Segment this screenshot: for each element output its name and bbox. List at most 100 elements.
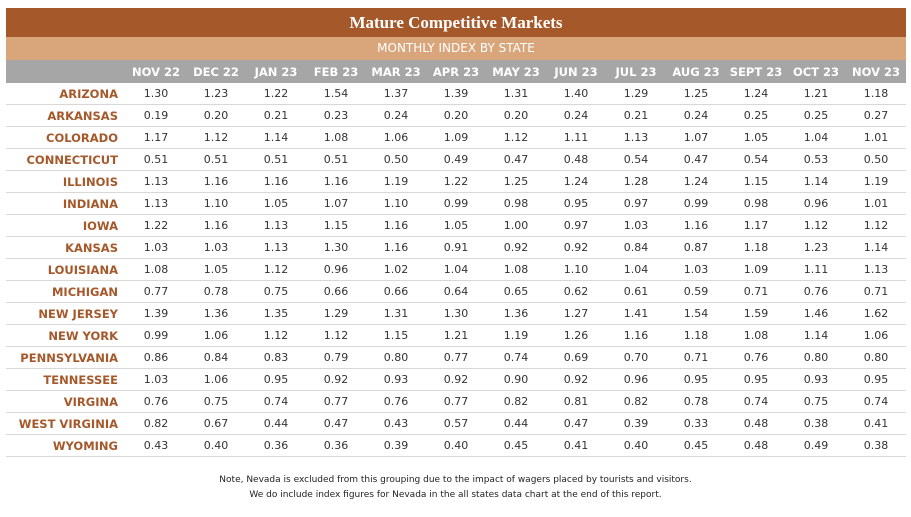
index-value: 0.80 (846, 346, 906, 369)
index-value: 1.13 (606, 126, 666, 149)
index-value: 0.75 (246, 280, 306, 303)
index-value: 1.05 (726, 126, 786, 149)
index-value: 1.19 (366, 170, 426, 193)
index-value: 0.48 (726, 412, 786, 435)
index-value: 0.80 (366, 346, 426, 369)
index-value: 0.20 (426, 104, 486, 127)
state-name: MICHIGAN (6, 280, 126, 303)
index-value: 0.50 (846, 148, 906, 171)
index-value: 1.18 (846, 83, 906, 105)
index-value: 1.10 (366, 192, 426, 215)
index-value: 0.66 (306, 280, 366, 303)
index-value: 1.23 (786, 236, 846, 259)
index-value: 1.16 (186, 214, 246, 237)
index-value: 0.50 (366, 148, 426, 171)
index-value: 1.13 (846, 258, 906, 281)
index-value: 0.81 (546, 390, 606, 413)
column-header: SEPT 23 (726, 60, 786, 83)
index-value: 0.95 (546, 192, 606, 215)
index-value: 1.15 (366, 324, 426, 347)
index-value: 0.43 (366, 412, 426, 435)
index-value: 0.44 (246, 412, 306, 435)
index-value: 0.54 (726, 148, 786, 171)
index-value: 0.53 (786, 148, 846, 171)
column-header: APR 23 (426, 60, 486, 83)
index-value: 1.25 (666, 83, 726, 105)
index-value: 0.41 (546, 434, 606, 457)
index-value: 1.01 (846, 192, 906, 215)
index-value: 0.54 (606, 148, 666, 171)
index-value: 0.92 (306, 368, 366, 391)
note: We do include index figures for Nevada i… (249, 490, 662, 500)
index-value: 1.11 (546, 126, 606, 149)
index-value: 1.16 (606, 324, 666, 347)
index-value: 1.26 (546, 324, 606, 347)
index-value: 1.22 (426, 170, 486, 193)
index-value: 0.61 (606, 280, 666, 303)
index-value: 1.30 (426, 302, 486, 325)
index-value: 0.79 (306, 346, 366, 369)
index-value: 1.16 (306, 170, 366, 193)
index-value: 1.29 (606, 83, 666, 105)
index-value: 0.40 (186, 434, 246, 457)
index-value: 0.47 (486, 148, 546, 171)
table-row: CONNECTICUT 0.51 0.51 0.51 0.51 0.50 0.49 0.47 0… (6, 148, 906, 171)
state-name: ARIZONA (6, 83, 126, 105)
index-value: 1.10 (546, 258, 606, 281)
index-value: 0.98 (726, 192, 786, 215)
state-name: WYOMING (6, 434, 126, 457)
index-value: 1.17 (126, 126, 186, 149)
index-value: 0.98 (486, 192, 546, 215)
index-value: 1.12 (246, 258, 306, 281)
index-value: 0.47 (546, 412, 606, 435)
index-value: 1.05 (426, 214, 486, 237)
index-value: 0.21 (606, 104, 666, 127)
index-value: 0.82 (606, 390, 666, 413)
index-value: 0.75 (786, 390, 846, 413)
state-name: NEW JERSEY (6, 302, 126, 325)
index-value: 1.13 (246, 236, 306, 259)
index-value: 1.12 (246, 324, 306, 347)
state-name: ARKANSAS (6, 104, 126, 127)
index-value: 0.80 (786, 346, 846, 369)
index-value: 1.30 (306, 236, 366, 259)
state-name: PENNSYLVANIA (6, 346, 126, 369)
state-name: NEW YORK (6, 324, 126, 347)
index-value: 0.97 (546, 214, 606, 237)
index-value: 1.11 (786, 258, 846, 281)
state-name: KANSAS (6, 236, 126, 259)
index-value: 1.00 (486, 214, 546, 237)
index-value: 0.25 (726, 104, 786, 127)
table-row: COLORADO 1.17 1.12 1.14 1.08 1.06 1.09 1.12 1.11… (6, 126, 906, 149)
index-value: 0.44 (486, 412, 546, 435)
index-value: 1.06 (366, 126, 426, 149)
index-value: 0.93 (366, 368, 426, 391)
index-value: 0.48 (546, 148, 606, 171)
index-value: 0.95 (666, 368, 726, 391)
title: Mature Competitive Markets (6, 8, 906, 37)
index-value: 0.92 (546, 236, 606, 259)
index-value: 1.22 (126, 214, 186, 237)
index-value: 0.95 (726, 368, 786, 391)
index-value: 0.71 (726, 280, 786, 303)
index-value: 0.62 (546, 280, 606, 303)
table-row: KANSAS 1.03 1.03 1.13 1.30 1.16 0.91 0.92 0.92 0.… (6, 236, 906, 259)
index-value: 0.45 (666, 434, 726, 457)
index-value: 0.39 (366, 434, 426, 457)
index-value: 0.40 (426, 434, 486, 457)
state-name: TENNESSEE (6, 368, 126, 391)
index-value: 0.51 (186, 148, 246, 171)
index-value: 0.78 (186, 280, 246, 303)
column-header: AUG 23 (666, 60, 726, 83)
index-value: 0.75 (186, 390, 246, 413)
index-value: 1.18 (666, 324, 726, 347)
index-value: 1.09 (426, 126, 486, 149)
index-value: 0.77 (426, 346, 486, 369)
index-table: NOV 22 DEC 22 JAN 23 FEB 23 MAR 23 APR 23 MAY … (6, 60, 906, 457)
index-value: 0.99 (126, 324, 186, 347)
index-value: 1.05 (246, 192, 306, 215)
index-value: 0.66 (366, 280, 426, 303)
index-value: 0.92 (486, 236, 546, 259)
index-value: 0.27 (846, 104, 906, 127)
index-value: 1.54 (306, 83, 366, 105)
